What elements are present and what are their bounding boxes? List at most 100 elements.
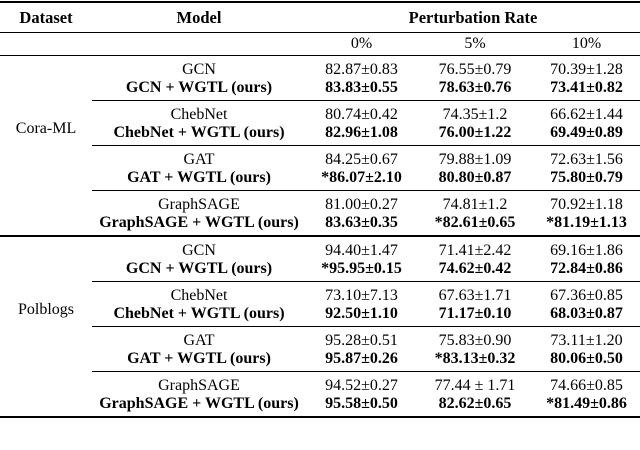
- bottom-rule: [0, 416, 640, 418]
- accuracy-value: 76.55±0.79: [438, 61, 512, 78]
- rate-5-label: 5%: [464, 35, 486, 52]
- accuracy-value: 70.39±1.28: [550, 61, 623, 78]
- model-name: GAT + WGTL (ours): [127, 350, 271, 367]
- model-name: GCN: [182, 61, 216, 78]
- accuracy-value: 74.66±0.85: [550, 377, 623, 394]
- table-row: GCN 82.87±0.83 76.55±0.79 70.39±1.28: [0, 61, 640, 79]
- model-group: GCN 82.87±0.83 76.55±0.79 70.39±1.28 GCN + W…: [0, 56, 640, 100]
- dataset-label: Cora-ML: [15, 120, 77, 137]
- accuracy-value: *81.19±1.13: [546, 214, 627, 231]
- section-polblogs: Polblogs GCN 94.40±1.47 71.41±2.42 69.16±1.…: [0, 237, 640, 416]
- accuracy-value: 72.84±0.86: [550, 260, 623, 277]
- accuracy-value: 78.63±0.76: [438, 79, 512, 96]
- header-perturbation-rate: Perturbation Rate: [408, 7, 538, 27]
- section-cora-ml: Cora-ML GCN 82.87±0.83 76.55±0.79 70.39±1.2…: [0, 56, 640, 235]
- table-row: ChebNet 80.74±0.42 74.35±1.2 66.62±1.44: [0, 106, 640, 124]
- accuracy-value: 82.87±0.83: [325, 61, 398, 78]
- model-group: ChebNet 73.10±7.13 67.63±1.71 67.36±0.85 Che…: [0, 282, 640, 326]
- accuracy-value: 82.96±1.08: [325, 124, 398, 141]
- results-table: Dataset Model Perturbation Rate 0% 5% 10…: [0, 1, 640, 418]
- table-row: GraphSAGE 94.52±0.27 77.44 ± 1.71 74.66±0.8…: [0, 377, 640, 395]
- model-group: GAT 95.28±0.51 75.83±0.90 73.11±1.20 GAT + W…: [0, 327, 640, 371]
- model-name: GraphSAGE: [158, 377, 240, 394]
- accuracy-value: 95.28±0.51: [325, 332, 398, 349]
- accuracy-value: 74.35±1.2: [442, 106, 508, 123]
- accuracy-value: 73.11±1.20: [550, 332, 623, 349]
- accuracy-value: 80.74±0.42: [325, 106, 398, 123]
- top-rule: [0, 1, 640, 3]
- header-dataset: Dataset: [19, 7, 73, 27]
- accuracy-value: 70.92±1.18: [550, 196, 623, 213]
- table-row: GCN + WGTL (ours) 83.83±0.55 78.63±0.76 73.…: [0, 79, 640, 97]
- model-group: GraphSAGE 81.00±0.27 74.81±1.2 70.92±1.18 Gr…: [0, 191, 640, 235]
- table-row: ChebNet + WGTL (ours) 82.96±1.08 76.00±1.2…: [0, 124, 640, 142]
- dataset-label: Polblogs: [17, 301, 74, 318]
- accuracy-value: 69.49±0.89: [550, 124, 623, 141]
- model-name: GCN + WGTL (ours): [125, 260, 273, 277]
- accuracy-value: 83.63±0.35: [325, 214, 398, 231]
- table-row: GCN + WGTL (ours) *95.95±0.15 74.62±0.42 72…: [0, 260, 640, 278]
- rate-header-row: 0% 5% 10%: [0, 33, 640, 55]
- model-name: ChebNet: [170, 287, 228, 304]
- table-row: GraphSAGE + WGTL (ours) 83.63±0.35 *82.61±…: [0, 214, 640, 232]
- group-divider-rule: [92, 371, 640, 372]
- accuracy-value: 79.88±1.09: [438, 151, 512, 168]
- accuracy-value: 81.00±0.27: [325, 196, 398, 213]
- accuracy-value: *82.61±0.65: [434, 214, 516, 231]
- accuracy-value: 76.00±1.22: [438, 124, 512, 141]
- accuracy-value: 95.58±0.50: [325, 395, 398, 412]
- accuracy-value: 71.41±2.42: [438, 242, 512, 259]
- model-name: GAT + WGTL (ours): [127, 169, 271, 186]
- model-group: GraphSAGE 94.52±0.27 77.44 ± 1.71 74.66±0.8…: [0, 372, 640, 416]
- group-divider-rule: [92, 326, 640, 327]
- model-group: GCN 94.40±1.47 71.41±2.42 69.16±1.86 GCN + W…: [0, 237, 640, 281]
- accuracy-value: 94.40±1.47: [325, 242, 398, 259]
- accuracy-value: *86.07±2.10: [321, 169, 402, 186]
- accuracy-value: 72.63±1.56: [550, 151, 623, 168]
- table-row: GraphSAGE 81.00±0.27 74.81±1.2 70.92±1.18: [0, 196, 640, 214]
- section-divider-rule: [0, 235, 640, 237]
- model-name: GraphSAGE: [158, 196, 240, 213]
- rate-0-label: 0%: [350, 35, 373, 52]
- table-row: GraphSAGE + WGTL (ours) 95.58±0.50 82.62±0…: [0, 395, 640, 413]
- model-name: ChebNet + WGTL (ours): [113, 124, 285, 141]
- rate-10-label: 10%: [571, 35, 602, 52]
- header-model: Model: [176, 7, 222, 27]
- model-name: GraphSAGE + WGTL (ours): [99, 395, 299, 412]
- group-divider-rule: [92, 145, 640, 146]
- table-row: GAT 84.25±0.67 79.88±1.09 72.63±1.56: [0, 151, 640, 169]
- group-divider-rule: [92, 100, 640, 101]
- accuracy-value: 92.50±1.10: [325, 305, 398, 322]
- model-name: GAT: [183, 151, 215, 168]
- group-divider-rule: [92, 281, 640, 282]
- model-name: GCN + WGTL (ours): [125, 79, 273, 96]
- model-group: ChebNet 80.74±0.42 74.35±1.2 66.62±1.44 Cheb…: [0, 101, 640, 145]
- accuracy-value: 73.10±7.13: [325, 287, 398, 304]
- model-name: ChebNet + WGTL (ours): [113, 305, 285, 322]
- accuracy-value: 75.83±0.90: [438, 332, 512, 349]
- model-name: GCN: [182, 242, 216, 259]
- accuracy-value: 67.36±0.85: [550, 287, 623, 304]
- accuracy-value: *83.13±0.32: [434, 350, 516, 367]
- table-header-row: Dataset Model Perturbation Rate: [0, 3, 640, 32]
- accuracy-value: 67.63±1.71: [438, 287, 512, 304]
- accuracy-value: 71.17±0.10: [438, 305, 512, 322]
- accuracy-value: 84.25±0.67: [325, 151, 398, 168]
- table-row: ChebNet 73.10±7.13 67.63±1.71 67.36±0.85: [0, 287, 640, 305]
- accuracy-value: 82.62±0.65: [438, 395, 512, 412]
- table-row: GAT 95.28±0.51 75.83±0.90 73.11±1.20: [0, 332, 640, 350]
- model-name: ChebNet: [170, 106, 228, 123]
- accuracy-value: 75.80±0.79: [550, 169, 623, 186]
- accuracy-value: 94.52±0.27: [325, 377, 398, 394]
- table-row: GCN 94.40±1.47 71.41±2.42 69.16±1.86: [0, 242, 640, 260]
- accuracy-value: *81.49±0.86: [546, 395, 627, 412]
- model-group: GAT 84.25±0.67 79.88±1.09 72.63±1.56 GAT + W…: [0, 146, 640, 190]
- rate-divider-rule: [0, 55, 640, 56]
- table-row: ChebNet + WGTL (ours) 92.50±1.10 71.17±0.1…: [0, 305, 640, 323]
- accuracy-value: 77.44 ± 1.71: [434, 377, 516, 394]
- accuracy-value: 66.62±1.44: [550, 106, 623, 123]
- header-divider-rule: [0, 32, 640, 33]
- accuracy-value: 80.80±0.87: [438, 169, 512, 186]
- accuracy-value: 80.06±0.50: [550, 350, 623, 367]
- accuracy-value: 69.16±1.86: [550, 242, 623, 259]
